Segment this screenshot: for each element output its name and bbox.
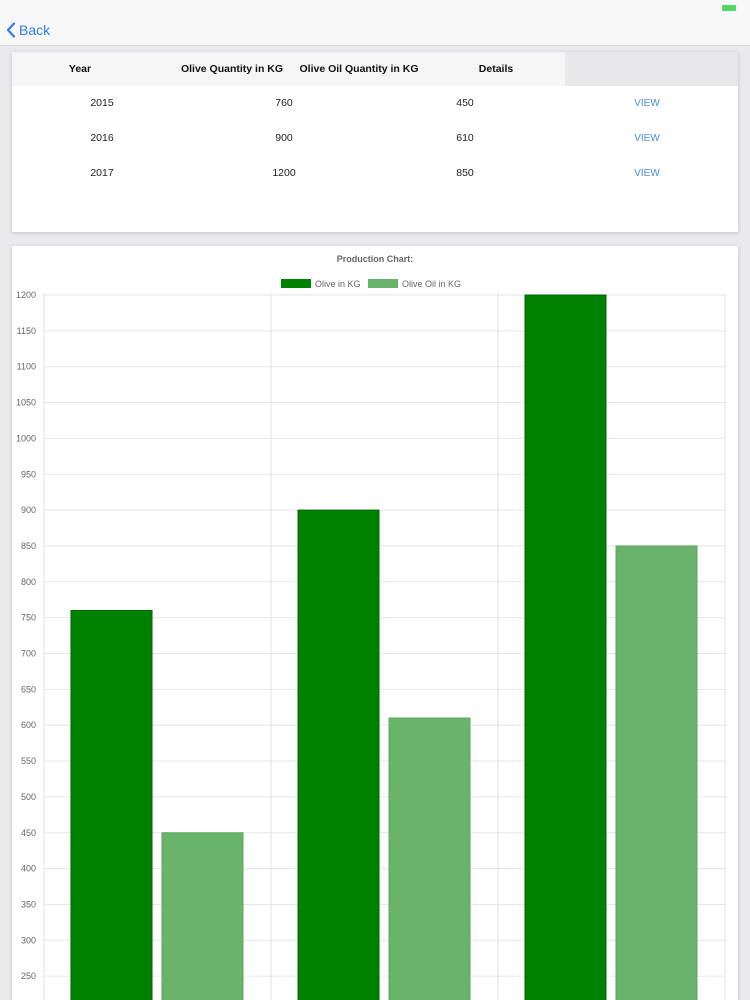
- legend-label: Olive in KG: [315, 279, 361, 289]
- table-row: 2015 760 450 VIEW: [12, 86, 738, 121]
- y-tick-label: 600: [21, 720, 36, 730]
- y-tick-label: 350: [21, 899, 36, 909]
- cell-olive-quantity: 760: [275, 97, 293, 109]
- cell-olive-quantity: 900: [275, 132, 293, 144]
- y-tick-label: 900: [21, 505, 36, 515]
- legend-swatch: [368, 279, 398, 288]
- production-chart: Production Chart: Olive in KG Olive Oil in…: [16, 254, 726, 1000]
- legend-label: Olive Oil in KG: [402, 279, 461, 289]
- y-tick-label: 800: [21, 577, 36, 587]
- y-tick-label: 700: [21, 649, 36, 659]
- y-tick-label: 650: [21, 684, 36, 694]
- y-tick-label: 300: [21, 935, 36, 945]
- y-tick-label: 400: [21, 864, 36, 874]
- bar-2017-oil: [615, 545, 698, 1000]
- view-link[interactable]: VIEW: [634, 98, 660, 109]
- y-tick-label: 500: [21, 792, 36, 802]
- y-tick-label: 950: [21, 469, 36, 479]
- cell-year: 2017: [90, 167, 114, 179]
- cell-oil-quantity: 610: [456, 132, 474, 144]
- view-link[interactable]: VIEW: [634, 133, 660, 144]
- y-tick-label: 850: [21, 541, 36, 551]
- cell-olive-quantity: 1200: [272, 167, 296, 179]
- y-tick-label: 450: [21, 828, 36, 838]
- y-tick-label: 1050: [16, 398, 36, 408]
- table-header: Year Olive Quantity in KG Olive Oil Quan…: [12, 52, 738, 86]
- battery-icon: [722, 5, 736, 11]
- y-tick-label: 250: [21, 971, 36, 981]
- bar-2017-olive: [524, 294, 607, 1000]
- column-header-olive-quantity: Olive Quantity in KG: [180, 63, 284, 75]
- chevron-left-icon: [6, 22, 16, 38]
- chart-title: Production Chart:: [337, 254, 414, 264]
- y-tick-label: 1000: [16, 433, 36, 443]
- bar-2015-oil: [161, 832, 244, 1000]
- bar-2015-olive: [70, 609, 153, 1000]
- table-row: 2016 900 610 VIEW: [12, 121, 738, 156]
- cell-oil-quantity: 450: [456, 97, 474, 109]
- back-button[interactable]: Back: [6, 20, 50, 40]
- column-header-year: Year: [68, 63, 92, 75]
- production-table: Year Olive Quantity in KG Olive Oil Quan…: [12, 52, 738, 232]
- column-header-oil-quantity: Olive Oil Quantity in KG: [299, 63, 419, 75]
- bar-2016-olive: [297, 509, 380, 1000]
- production-chart-card: Production Chart: Olive in KG Olive Oil in…: [12, 246, 738, 1000]
- y-tick-label: 1150: [17, 326, 36, 336]
- y-tick-label: 550: [21, 756, 36, 766]
- bar-2016-oil: [388, 717, 471, 1000]
- y-tick-label: 1200: [16, 290, 36, 300]
- navigation-bar: Back: [0, 0, 750, 46]
- view-link[interactable]: VIEW: [634, 168, 660, 179]
- cell-oil-quantity: 850: [456, 167, 474, 179]
- column-header-details: Details: [478, 63, 514, 75]
- y-tick-label: 750: [21, 613, 36, 623]
- legend-swatch: [281, 279, 311, 288]
- table-row: 2017 1200 850 VIEW: [12, 156, 738, 191]
- cell-year: 2016: [90, 132, 114, 144]
- cell-year: 2015: [90, 97, 114, 109]
- y-tick-label: 1100: [17, 362, 36, 372]
- back-label: Back: [19, 22, 51, 38]
